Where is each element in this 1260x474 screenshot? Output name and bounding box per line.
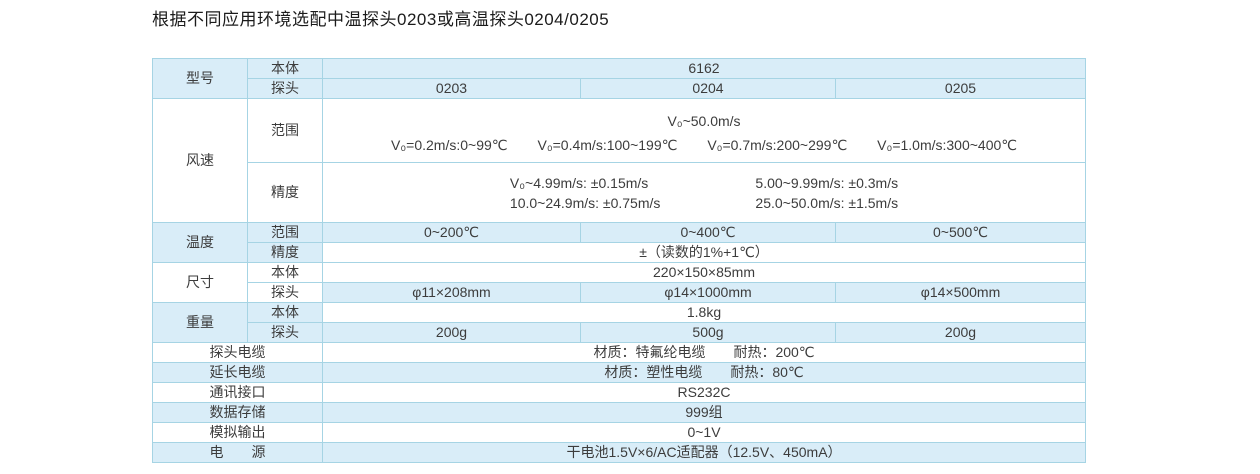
- accuracy-column-2: 5.00~9.99m/s: ±0.3m/s 25.0~50.0m/s: ±1.5…: [755, 173, 898, 213]
- cell-model-probe-label: 探头: [247, 78, 323, 99]
- cell-weight-probe-0204: 500g: [580, 322, 836, 343]
- cell-dimensions-body-value: 220×150×85mm: [321, 262, 1087, 283]
- spec-table: 型号 本体 6162 探头 0203 0204 0205 风速 范围 V₀~50…: [152, 58, 1087, 463]
- page-title: 根据不同应用环境选配中温探头0203或高温探头0204/0205: [152, 10, 610, 29]
- accuracy-column-1: V₀~4.99m/s: ±0.15m/s 10.0~24.9m/s: ±0.75…: [510, 173, 661, 213]
- cell-dim-probe-0204: φ14×1000mm: [580, 282, 836, 303]
- accuracy-4: 25.0~50.0m/s: ±1.5m/s: [755, 194, 899, 211]
- cell-weight-probe-0203: 200g: [322, 322, 581, 343]
- range-detail-1: V₀=0.2m/s:0~99℃: [391, 136, 508, 153]
- cell-data-storage-value: 999组: [321, 402, 1087, 423]
- cell-weight-body-label: 本体: [247, 302, 323, 323]
- cell-dimensions-group: 尺寸: [152, 262, 248, 303]
- cell-temp-range-0203: 0~200℃: [322, 222, 581, 243]
- windspeed-accuracy: V₀~4.99m/s: ±0.15m/s 10.0~24.9m/s: ±0.75…: [325, 173, 1083, 213]
- accuracy-3: 10.0~24.9m/s: ±0.75m/s: [509, 194, 661, 211]
- cell-windspeed-accuracy-label: 精度: [247, 162, 323, 223]
- cell-analog-output-label: 模拟输出: [152, 422, 323, 443]
- cell-probe-cable-value: 材质：特氟纶电缆 耐热：200℃: [321, 342, 1087, 363]
- cell-power-value: 干电池1.5V×6/AC适配器（12.5V、450mA）: [321, 442, 1087, 463]
- cell-temp-range-0205: 0~500℃: [834, 222, 1087, 243]
- cell-power-label: 电 源: [152, 442, 323, 463]
- cell-weight-body-value: 1.8kg: [321, 302, 1087, 323]
- cell-analog-output-value: 0~1V: [321, 422, 1087, 443]
- cell-temperature-range-label: 范围: [247, 222, 323, 243]
- range-detail-2: V₀=0.4m/s:100~199℃: [537, 136, 678, 153]
- windspeed-range-main: V₀~50.0m/s: [667, 112, 741, 129]
- range-detail-3: V₀=0.7m/s:200~299℃: [707, 136, 848, 153]
- cell-dim-probe-0205: φ14×500mm: [834, 282, 1087, 303]
- cell-windspeed-accuracy-value: V₀~4.99m/s: ±0.15m/s 10.0~24.9m/s: ±0.75…: [321, 162, 1087, 223]
- cell-weight-probe-0205: 200g: [834, 322, 1087, 343]
- cell-comm-interface-label: 通讯接口: [152, 382, 323, 403]
- cell-data-storage-label: 数据存储: [152, 402, 323, 423]
- cell-windspeed-group: 风速: [152, 98, 248, 223]
- cell-extension-cable-value: 材质：塑性电缆 耐热：80℃: [321, 362, 1087, 383]
- cell-dimensions-probe-label: 探头: [247, 282, 323, 303]
- cell-weight-probe-label: 探头: [247, 322, 323, 343]
- cell-dimensions-body-label: 本体: [247, 262, 323, 283]
- range-detail-4: V₀=1.0m/s:300~400℃: [877, 136, 1018, 153]
- cell-windspeed-range-label: 范围: [247, 98, 323, 163]
- cell-model-body-label: 本体: [247, 58, 323, 79]
- cell-dim-probe-0203: φ11×208mm: [322, 282, 581, 303]
- cell-model-group: 型号: [152, 58, 248, 99]
- cell-extension-cable-label: 延长电缆: [152, 362, 323, 383]
- cell-probe-0203: 0203: [322, 78, 581, 99]
- cell-comm-interface-value: RS232C: [321, 382, 1087, 403]
- cell-temperature-group: 温度: [152, 222, 248, 263]
- cell-windspeed-range-value: V₀~50.0m/s V₀=0.2m/s:0~99℃ V₀=0.4m/s:100…: [321, 98, 1087, 163]
- cell-probe-cable-label: 探头电缆: [152, 342, 323, 363]
- cell-probe-0205: 0205: [834, 78, 1087, 99]
- cell-temperature-accuracy-value: ±（读数的1%+1℃）: [321, 242, 1087, 263]
- cell-weight-group: 重量: [152, 302, 248, 343]
- cell-probe-0204: 0204: [580, 78, 836, 99]
- cell-temp-range-0204: 0~400℃: [580, 222, 836, 243]
- cell-model-body-value: 6162: [321, 58, 1087, 79]
- accuracy-2: 5.00~9.99m/s: ±0.3m/s: [755, 174, 899, 191]
- cell-temperature-accuracy-label: 精度: [247, 242, 323, 263]
- accuracy-1: V₀~4.99m/s: ±0.15m/s: [509, 174, 649, 191]
- windspeed-range-details: V₀=0.2m/s:0~99℃ V₀=0.4m/s:100~199℃ V₀=0.…: [325, 133, 1083, 157]
